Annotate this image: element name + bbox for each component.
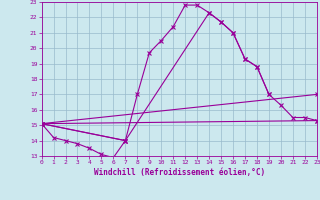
X-axis label: Windchill (Refroidissement éolien,°C): Windchill (Refroidissement éolien,°C) [94, 168, 265, 177]
